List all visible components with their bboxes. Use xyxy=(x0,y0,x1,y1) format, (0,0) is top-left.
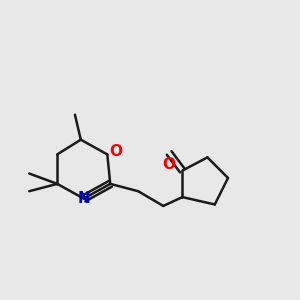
Text: O: O xyxy=(163,157,176,172)
Text: N: N xyxy=(77,191,90,206)
Text: O: O xyxy=(110,144,123,159)
